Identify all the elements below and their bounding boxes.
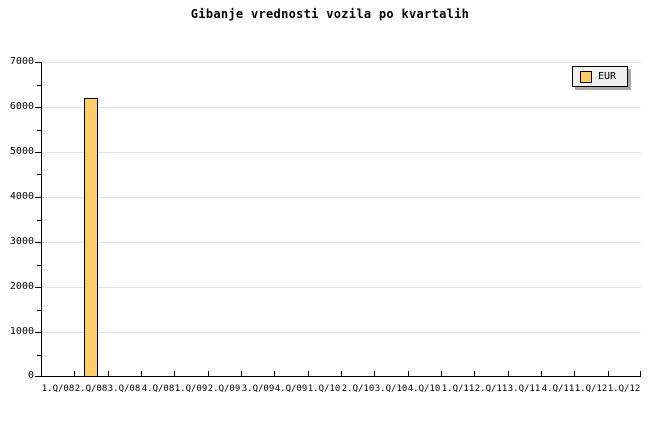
x-axis-tick: [574, 371, 575, 376]
y-axis-tick: [35, 287, 41, 288]
gridline: [42, 242, 641, 243]
x-axis-label: 2.Q/10: [341, 384, 375, 394]
y-axis-tick: [35, 332, 41, 333]
x-axis-label: 1.Q/09: [174, 384, 208, 394]
y-axis-line: [41, 62, 42, 377]
x-axis-label: 1.Q/12: [607, 384, 641, 394]
y-axis-tick: [35, 242, 41, 243]
x-axis-label: 4.Q/08: [141, 384, 175, 394]
x-axis-tick: [508, 371, 509, 376]
y-axis-tick: [35, 376, 41, 377]
x-axis-tick: [541, 371, 542, 376]
x-axis-label: 1.Q/10: [307, 384, 341, 394]
y-axis-tick: [35, 62, 41, 63]
x-axis-tick: [374, 371, 375, 376]
x-axis-tick: [308, 371, 309, 376]
x-axis-label: 2.Q/08: [74, 384, 108, 394]
legend: EUR: [572, 66, 628, 87]
x-axis-label: 4.Q/09: [274, 384, 308, 394]
x-axis-tick: [408, 371, 409, 376]
y-axis-label: 5000: [9, 146, 34, 157]
x-axis-tick: [108, 371, 109, 376]
y-axis-tick: [35, 197, 41, 198]
x-axis-tick: [274, 371, 275, 376]
gridline: [42, 62, 641, 63]
x-axis-tick: [640, 371, 641, 376]
x-axis-tick: [208, 371, 209, 376]
y-axis-label: 4000: [9, 191, 34, 202]
x-axis-tick: [341, 371, 342, 376]
x-axis-tick: [474, 371, 475, 376]
y-axis-tick: [35, 107, 41, 108]
legend-color-swatch-icon: [580, 70, 592, 83]
y-axis-label: 7000: [9, 56, 34, 67]
y-axis-minor-tick: [37, 355, 41, 356]
gridline: [42, 332, 641, 333]
x-axis-tick: [441, 371, 442, 376]
x-axis-line: [41, 376, 641, 377]
x-axis-tick: [174, 371, 175, 376]
y-axis-minor-tick: [37, 265, 41, 266]
y-axis-minor-tick: [37, 220, 41, 221]
x-axis-label: 2.Q/11: [474, 384, 508, 394]
gridline: [42, 152, 641, 153]
x-axis-label: 3.Q/09: [241, 384, 275, 394]
y-axis-minor-tick: [37, 130, 41, 131]
y-axis-minor-tick: [37, 85, 41, 86]
x-axis-tick: [74, 371, 75, 376]
x-axis-label: 1.Q/12: [574, 384, 608, 394]
x-axis-tick: [608, 371, 609, 376]
x-axis-label: 3.Q/10: [374, 384, 408, 394]
chart-title: Gibanje vrednosti vozila po kvartalih: [190, 7, 470, 21]
y-axis-label: 6000: [9, 101, 34, 112]
gridline: [42, 107, 641, 108]
x-axis-label: 1.Q/11: [441, 384, 475, 394]
y-axis-label: 1000: [9, 326, 34, 337]
y-axis-label: 3000: [9, 236, 34, 247]
y-axis-tick: [35, 152, 41, 153]
legend-series-label: EUR: [598, 71, 617, 82]
y-axis-label: 2000: [9, 281, 34, 292]
y-axis-minor-tick: [37, 310, 41, 311]
plot-area: [35, 62, 641, 377]
x-axis-label: 1.Q/08: [41, 384, 75, 394]
x-axis-label: 4.Q/10: [407, 384, 441, 394]
y-axis-label: 0: [27, 370, 34, 381]
gridline: [42, 197, 641, 198]
x-axis-label: 4.Q/11: [541, 384, 575, 394]
x-axis-tick: [241, 371, 242, 376]
gridline: [42, 287, 641, 288]
x-axis-tick: [141, 371, 142, 376]
bar-2.Q/08: [84, 98, 98, 377]
x-axis-label: 3.Q/11: [507, 384, 541, 394]
y-axis-minor-tick: [37, 174, 41, 175]
x-axis-label: 2.Q/09: [207, 384, 241, 394]
x-axis-label: 3.Q/08: [107, 384, 141, 394]
